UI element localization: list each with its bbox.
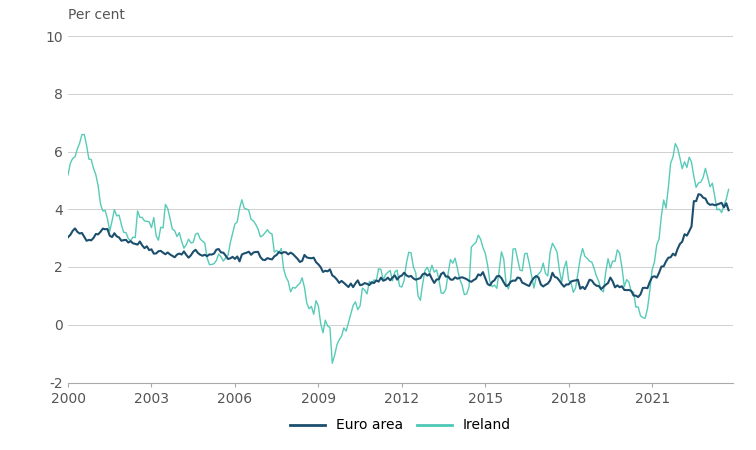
Text: Per cent: Per cent — [68, 8, 125, 22]
Legend: Euro area, Ireland: Euro area, Ireland — [285, 413, 516, 438]
